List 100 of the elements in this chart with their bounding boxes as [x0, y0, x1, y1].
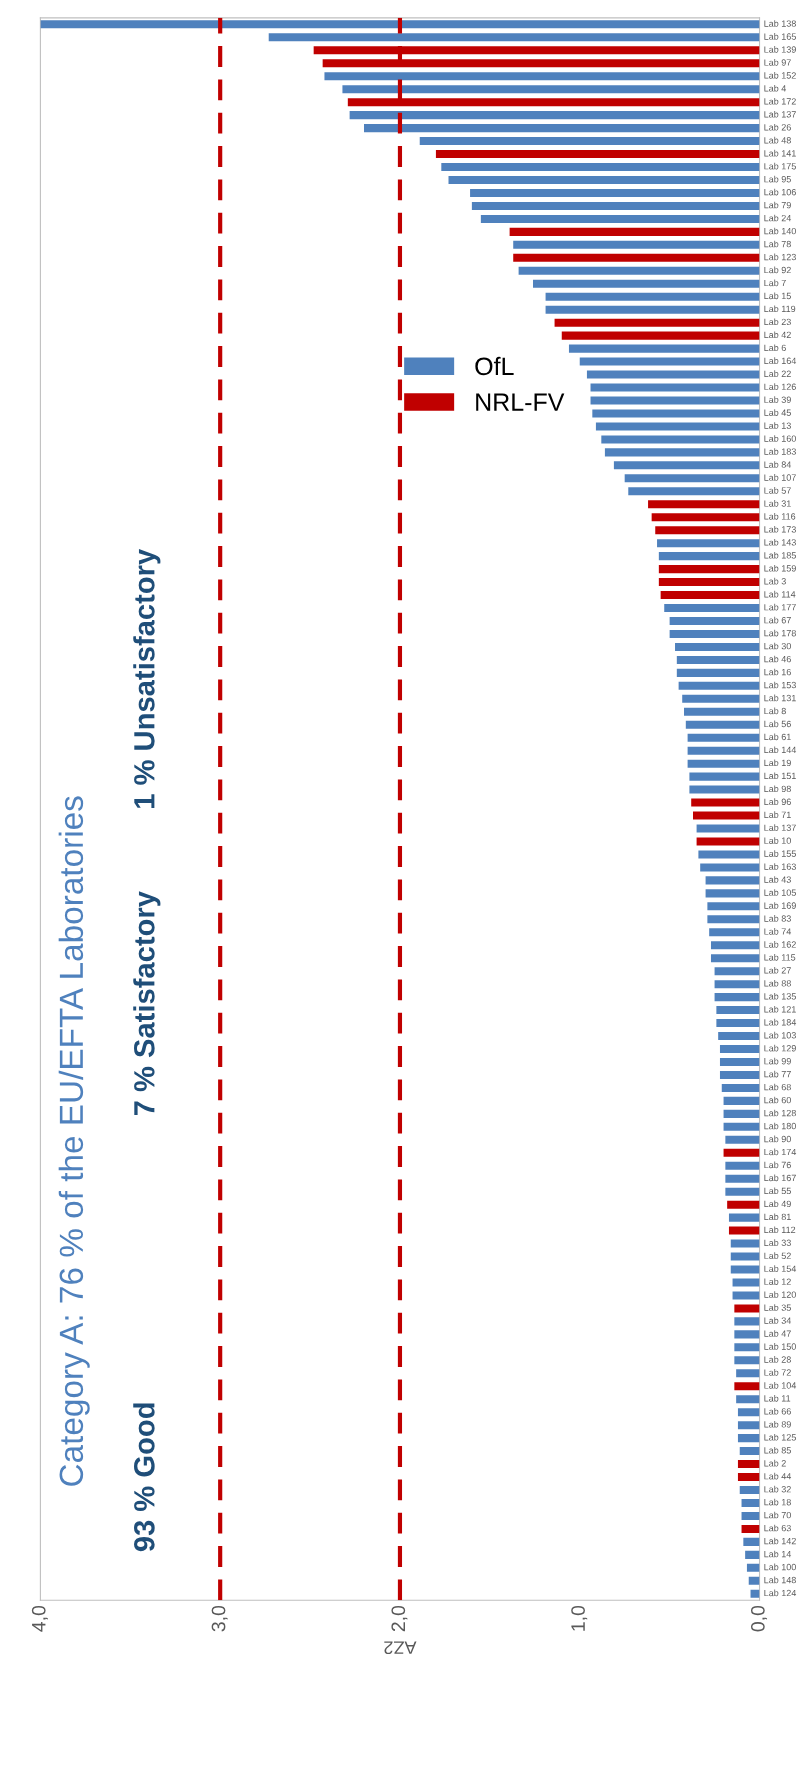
- bar: [730, 1239, 760, 1248]
- y-tick-label: Lab 71: [764, 811, 791, 818]
- bar: [741, 1498, 760, 1507]
- y-tick-label: Lab 155: [764, 850, 796, 857]
- y-tick-label: Lab 175: [764, 162, 796, 170]
- bar: [705, 876, 760, 885]
- bar: [685, 720, 760, 729]
- bar: [719, 1070, 760, 1079]
- bar: [730, 1265, 760, 1274]
- bar: [734, 1330, 760, 1339]
- x-tick-label: 1,0: [571, 1605, 588, 1631]
- bar: [723, 1148, 760, 1157]
- bar: [736, 1395, 760, 1404]
- y-tick-label: Lab 126: [764, 383, 796, 390]
- bar: [657, 539, 760, 548]
- bar: [628, 487, 760, 496]
- bar: [518, 266, 760, 275]
- y-tick-label: Lab 105: [764, 889, 796, 896]
- y-tick-label: Lab 180: [764, 1122, 796, 1130]
- y-tick-label: Lab 11: [764, 1395, 791, 1402]
- y-tick-label: Lab 128: [764, 1109, 796, 1117]
- y-tick-label: Lab 47: [764, 1330, 791, 1337]
- bar: [737, 1473, 760, 1482]
- bar: [595, 422, 760, 431]
- bar: [714, 993, 760, 1002]
- bar: [741, 1511, 760, 1520]
- text: Category A: 76 % of the EU/EFTA Laboratories: [58, 796, 90, 1486]
- annotation: 7 % Satisfactory: [133, 891, 161, 1116]
- bar: [660, 591, 760, 600]
- bar: [741, 1524, 760, 1533]
- bar: [648, 500, 760, 509]
- y-tick-label: Lab 56: [764, 720, 791, 728]
- bar: [746, 1563, 760, 1572]
- annotation: 93 % Good: [133, 1403, 155, 1552]
- y-tick-label: Lab 95: [764, 175, 791, 183]
- y-tick-label: Lab 27: [764, 966, 791, 974]
- y-tick-label: Lab 68: [764, 1083, 791, 1091]
- y-tick-label: Lab 178: [764, 629, 796, 637]
- bar: [732, 1278, 760, 1287]
- y-tick-label: Lab 163: [764, 863, 796, 870]
- bar: [736, 1369, 760, 1378]
- y-tick-label: Lab 4: [764, 84, 787, 92]
- bar: [554, 318, 760, 327]
- y-tick-label: Lab 143: [764, 538, 796, 546]
- bar: [655, 526, 760, 535]
- y-tick-label: Lab 84: [764, 461, 792, 468]
- y-tick-label: Lab 114: [764, 590, 796, 598]
- x-axis-title: AZ2: [384, 1641, 417, 1655]
- y-tick-label: Lab 43: [764, 876, 791, 883]
- y-tick-label: Lab 125: [764, 1433, 796, 1441]
- y-tick-label: Lab 15: [764, 292, 791, 300]
- y-tick-label: Lab 177: [764, 603, 796, 611]
- bar: [364, 124, 760, 133]
- bar: [732, 1291, 760, 1300]
- y-tick-label: Lab 44: [764, 1472, 792, 1480]
- y-tick-label: Lab 173: [764, 525, 796, 533]
- y-tick-label: Lab 184: [764, 1018, 797, 1026]
- y-tick-label: Lab 116: [764, 513, 796, 520]
- bar: [714, 967, 760, 976]
- y-tick-label: Lab 72: [764, 1369, 791, 1376]
- y-tick-label: Lab 61: [764, 733, 791, 741]
- y-tick-label: Lab 2: [764, 1459, 786, 1467]
- y-tick-label: Lab 165: [764, 33, 796, 40]
- y-tick-label: Lab 183: [764, 448, 796, 455]
- y-tick-label: Lab 115: [764, 954, 796, 961]
- y-tick-label: Lab 135: [764, 992, 796, 1000]
- y-tick-label: Lab 57: [764, 487, 791, 494]
- y-tick-label: Lab 107: [764, 474, 796, 481]
- y-tick-label: Lab 19: [764, 759, 791, 767]
- bar: [727, 1200, 760, 1209]
- y-tick-label: Lab 139: [764, 46, 796, 53]
- bar: [714, 980, 760, 989]
- bar: [725, 1174, 760, 1183]
- y-tick-label: Lab 138: [764, 20, 796, 27]
- y-tick-label: Lab 137: [764, 824, 796, 831]
- bar: [682, 694, 760, 703]
- bar: [723, 1096, 760, 1105]
- y-tick-label: Lab 174: [764, 1148, 797, 1156]
- y-tick-label: Lab 140: [764, 227, 796, 235]
- y-tick-label: Lab 100: [764, 1563, 796, 1571]
- bar: [592, 409, 760, 418]
- bar: [748, 1576, 760, 1585]
- bar: [719, 1057, 760, 1066]
- y-tick-label: Lab 60: [764, 1096, 791, 1104]
- bar: [684, 707, 760, 716]
- y-tick-label: Lab 12: [764, 1278, 791, 1285]
- bar: [590, 396, 760, 405]
- y-tick-label: Lab 66: [764, 1407, 791, 1415]
- y-tick-label: Lab 152: [764, 72, 796, 79]
- bar: [728, 1226, 760, 1235]
- bar: [471, 201, 760, 210]
- y-tick-label: Lab 18: [764, 1498, 791, 1506]
- y-tick-label: Lab 85: [764, 1446, 791, 1454]
- y-tick-label: Lab 148: [764, 1576, 796, 1584]
- bar: [675, 642, 760, 651]
- bar: [734, 1304, 760, 1313]
- annotation: 1 % Unsatisfactory: [133, 548, 161, 808]
- bar: [721, 1083, 760, 1092]
- bar: [349, 111, 760, 120]
- bar: [737, 1460, 760, 1469]
